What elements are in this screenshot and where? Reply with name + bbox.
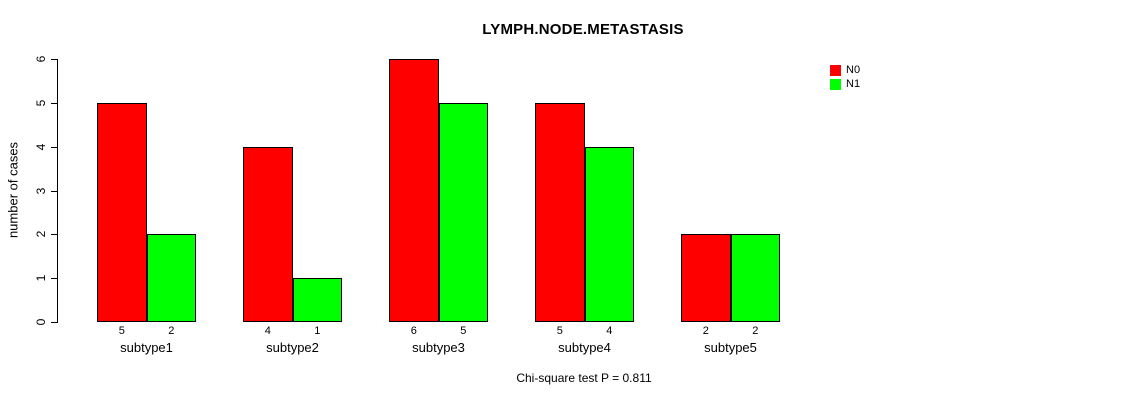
- bar-value-label: 5: [460, 325, 467, 337]
- chi-square-annotation: Chi-square test P = 0.811: [516, 371, 652, 385]
- y-axis-label: number of cases: [5, 141, 21, 239]
- y-axis-tick: [51, 190, 57, 192]
- bar-n1-subtype2: [292, 278, 342, 322]
- x-category-label: subtype4: [558, 340, 611, 355]
- bar-n0-subtype2: [243, 146, 293, 322]
- bar-value-label: 1: [314, 325, 321, 337]
- x-category-label: subtype2: [266, 340, 319, 355]
- chart-legend: N0 N1: [830, 64, 860, 92]
- bar-n0-subtype3: [389, 59, 439, 322]
- y-axis-tick-label: 5: [34, 99, 48, 107]
- bar-value-label: 5: [556, 325, 563, 337]
- y-axis-tick-label: 3: [34, 187, 48, 194]
- y-axis-tick: [51, 278, 57, 280]
- y-axis-tick: [51, 234, 57, 236]
- legend-item-n1: N1: [830, 78, 860, 90]
- bar-n1-subtype5: [730, 234, 780, 322]
- y-axis-tick: [51, 59, 57, 60]
- bar-n0-subtype1: [97, 102, 147, 322]
- bar-value-label: 5: [118, 325, 125, 337]
- y-axis-tick-label: 6: [34, 55, 48, 63]
- y-axis-tick-label: 1: [34, 274, 48, 282]
- bar-value-label: 4: [264, 325, 271, 337]
- bar-value-label: 2: [168, 325, 175, 337]
- legend-swatch-n0: [830, 64, 841, 76]
- bar-n0-subtype4: [535, 102, 585, 322]
- legend-item-n0: N0: [830, 64, 860, 76]
- bar-n1-subtype4: [584, 146, 634, 322]
- y-axis-tick: [51, 146, 57, 148]
- x-category-label: subtype5: [704, 340, 757, 355]
- bar-value-label: 2: [702, 325, 709, 337]
- bar-n1-subtype3: [438, 102, 488, 322]
- y-axis-tick-label: 2: [34, 230, 48, 238]
- y-axis-tick-label: 4: [34, 143, 48, 150]
- y-axis-tick: [51, 322, 57, 323]
- bar-value-label: 2: [752, 325, 759, 337]
- bar-n1-subtype1: [146, 234, 196, 322]
- bar-value-label: 6: [410, 325, 417, 337]
- y-axis-tick-label: 0: [34, 318, 48, 326]
- legend-label: N1: [846, 78, 861, 90]
- legend-label: N0: [846, 64, 861, 76]
- x-category-label: subtype1: [120, 340, 173, 355]
- y-axis-line: [57, 59, 58, 323]
- legend-swatch-n1: [830, 78, 841, 90]
- bar-value-label: 4: [606, 325, 613, 337]
- x-category-label: subtype3: [412, 340, 465, 355]
- y-axis-tick: [51, 102, 57, 104]
- bar-n0-subtype5: [681, 234, 731, 322]
- chart-title: LYMPH.NODE.METASTASIS: [482, 21, 684, 38]
